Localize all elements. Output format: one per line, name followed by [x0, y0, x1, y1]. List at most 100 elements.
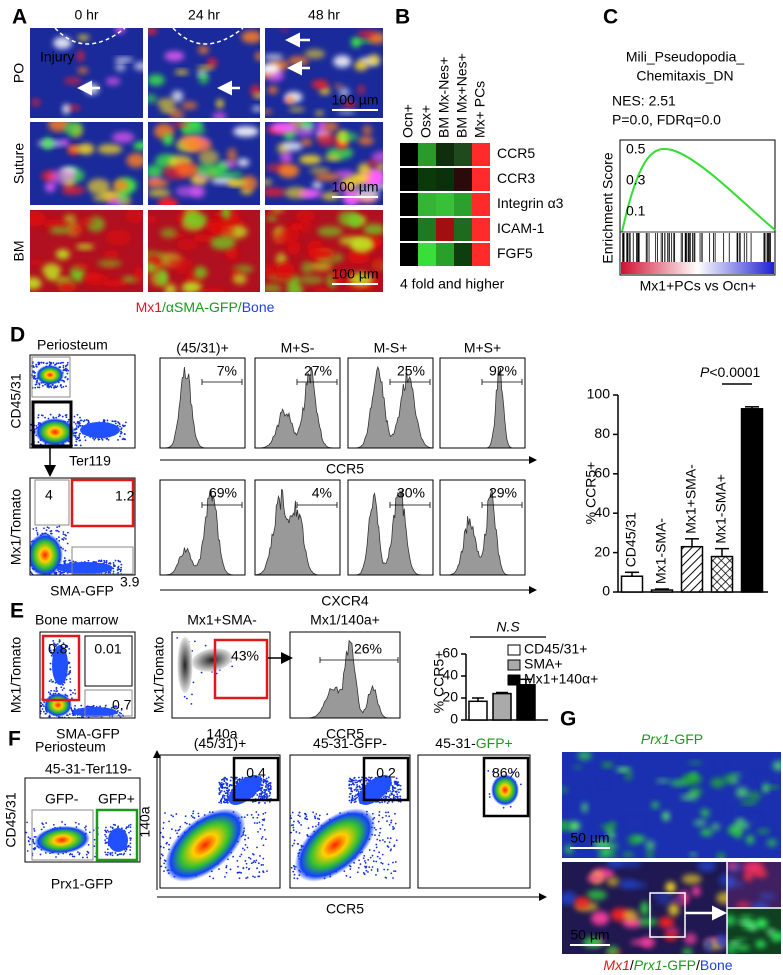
event-dot: [218, 868, 220, 870]
heatmap-cell: [400, 143, 418, 166]
event-dot: [36, 380, 38, 382]
event-dot: [30, 581, 32, 583]
event-dot: [51, 386, 53, 388]
event-dot: [396, 839, 398, 841]
cell-signal: [237, 159, 249, 167]
event-dot: [382, 854, 384, 856]
event-dot: [46, 362, 48, 364]
event-dot: [164, 812, 166, 814]
plot-title: Mx1+SMA-: [187, 612, 257, 628]
event-dot: [62, 689, 64, 691]
event-dot: [382, 817, 384, 819]
axis-label: CXCR4: [321, 593, 369, 609]
event-dot: [67, 364, 69, 366]
bar: [652, 590, 673, 592]
event-dot: [390, 872, 392, 874]
cell-signal: [665, 882, 675, 893]
event-dot: [370, 857, 372, 859]
event-dot: [270, 786, 272, 788]
event-dot: [391, 793, 393, 795]
event-dot: [282, 831, 284, 833]
histogram-header: M+S+: [464, 340, 501, 356]
event-dot: [197, 813, 199, 815]
cell-signal: [126, 153, 146, 168]
cell-signal: [228, 180, 243, 185]
event-dot: [88, 560, 90, 562]
cell-signal: [301, 138, 313, 146]
gate-value: 0.2: [376, 765, 396, 781]
event-dot: [104, 839, 106, 841]
event-dot: [33, 577, 35, 579]
event-dot: [65, 550, 67, 552]
event-dot: [350, 793, 352, 795]
event-dot: [40, 702, 42, 704]
event-dot: [262, 836, 264, 838]
cell-signal: [348, 250, 370, 264]
event-dot: [43, 527, 45, 529]
event-dot: [107, 852, 109, 854]
event-dot: [175, 830, 177, 832]
event-dot: [110, 853, 112, 855]
cell-signal: [325, 154, 341, 160]
plot-title-part: 45-31-GFP-: [313, 735, 387, 751]
event-dot: [146, 873, 148, 875]
column-header: 48 hr: [308, 7, 340, 23]
scale-bar-label: 50 µm: [570, 830, 609, 846]
cell-signal: [287, 285, 303, 295]
event-dot: [369, 849, 371, 851]
event-dot: [40, 580, 42, 582]
event-dot: [397, 789, 399, 791]
event-dot: [489, 793, 491, 795]
cell-signal: [354, 61, 368, 71]
event-dot: [53, 824, 55, 826]
event-dot: [394, 844, 396, 846]
cell-signal: [255, 52, 263, 60]
panel-label: B: [395, 6, 410, 29]
event-dot: [262, 858, 264, 860]
cell-signal: [621, 759, 628, 764]
caption-part: -GFP: [663, 957, 696, 973]
event-dot: [64, 577, 66, 579]
gate-value: 0.8: [48, 641, 68, 657]
cell-signal: [682, 874, 702, 884]
caption-part: Mx1: [603, 957, 629, 973]
event-dot: [225, 867, 227, 869]
gate-value: 0.7: [112, 697, 132, 713]
density: [177, 635, 193, 695]
event-dot: [170, 814, 172, 816]
event-dot: [58, 415, 60, 417]
event-dot: [380, 862, 382, 864]
cell-signal: [564, 845, 573, 854]
event-dot: [359, 863, 361, 865]
event-dot: [36, 581, 38, 583]
cell-signal: [688, 761, 703, 765]
event-dot: [358, 859, 360, 861]
event-dot: [385, 812, 387, 814]
event-dot: [179, 826, 181, 828]
legend-label: SMA+: [524, 656, 563, 672]
event-dot: [29, 838, 31, 840]
event-dot: [153, 825, 155, 827]
event-dot: [377, 856, 379, 858]
cell-signal: [271, 207, 284, 213]
event-dot: [73, 856, 75, 858]
event-dot: [56, 576, 58, 578]
cell-signal: [310, 262, 332, 271]
cell-signal: [746, 835, 754, 844]
bar: [469, 701, 487, 720]
cell-signal: [664, 932, 678, 941]
cell-signal: [200, 288, 227, 295]
heatmap-cell: [418, 193, 436, 216]
heatmap-cell: [454, 218, 472, 241]
event-dot: [285, 834, 287, 836]
gate-value: 86%: [492, 765, 520, 781]
cell-signal: [765, 785, 780, 789]
event-dot: [108, 439, 110, 441]
event-dot: [242, 848, 244, 850]
cell-signal: [271, 122, 297, 134]
event-dot: [117, 572, 119, 574]
micrograph: [559, 857, 736, 959]
cell-signal: [77, 50, 85, 61]
event-dot: [73, 421, 75, 423]
cell-signal: [372, 151, 393, 162]
